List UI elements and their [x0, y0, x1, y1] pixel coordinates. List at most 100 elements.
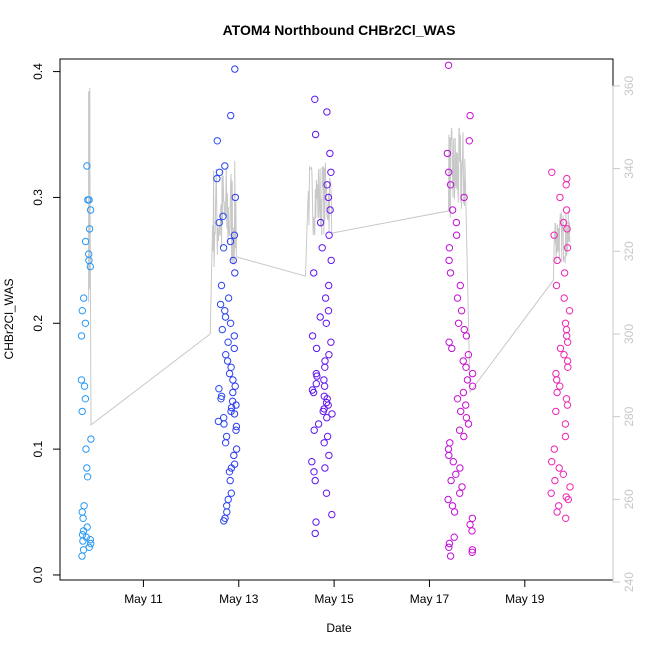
data-point [78, 552, 86, 560]
data-point [468, 514, 477, 522]
data-point [547, 489, 555, 497]
data-point [215, 385, 223, 393]
data-point [328, 410, 336, 418]
data-point [563, 332, 571, 340]
y2-tick-label: 260 [622, 489, 636, 509]
data-point [80, 382, 89, 390]
y2-tick-label: 300 [622, 324, 636, 344]
data-point [311, 476, 319, 485]
data-point [308, 332, 317, 340]
data-point [81, 237, 90, 246]
data-point [217, 281, 226, 290]
data-point [213, 137, 222, 145]
data-point [87, 435, 95, 443]
data-point [450, 508, 459, 516]
data-point [323, 181, 331, 189]
data-point [459, 388, 468, 397]
data-point [219, 244, 228, 252]
data-point [86, 206, 95, 214]
data-point [445, 539, 454, 548]
data-point [80, 502, 88, 510]
data-point [327, 168, 335, 177]
data-point [83, 523, 91, 531]
data-point [456, 489, 464, 497]
data-point [321, 363, 329, 371]
data-point [445, 543, 453, 551]
secondary-line-layer [88, 87, 571, 426]
data-point [462, 363, 470, 371]
data-point [225, 369, 234, 378]
data-point [464, 351, 473, 359]
data-point [83, 473, 92, 481]
data-point [83, 162, 91, 170]
data-point [314, 420, 323, 428]
data-point [562, 181, 570, 189]
y2-tick-label: 240 [622, 572, 636, 592]
data-point [227, 363, 235, 371]
data-point [223, 502, 231, 510]
data-point [81, 395, 90, 403]
data-point [559, 470, 567, 478]
data-point [77, 332, 86, 340]
data-point [230, 231, 239, 239]
data-point [232, 426, 240, 434]
data-point [561, 420, 570, 428]
data-point [447, 476, 455, 485]
data-point [322, 489, 331, 497]
data-point [560, 294, 568, 302]
data-point [448, 344, 456, 353]
data-point [320, 376, 328, 384]
data-point [553, 508, 561, 516]
data-point [231, 65, 239, 73]
data-point [468, 382, 477, 390]
y-tick-label: 0.0 [31, 566, 45, 583]
data-point [79, 537, 87, 545]
data-point [227, 111, 235, 120]
data-point [325, 281, 333, 290]
data-point [321, 357, 329, 365]
data-point [446, 439, 454, 447]
data-point [468, 527, 476, 535]
data-point [555, 502, 563, 510]
data-point [446, 552, 455, 560]
data-point [312, 344, 321, 353]
data-point [556, 193, 564, 202]
data-point [221, 439, 230, 447]
data-point [566, 483, 574, 491]
data-point [325, 451, 333, 460]
data-point [562, 206, 571, 214]
data-point [229, 376, 237, 384]
data-point [455, 426, 464, 434]
data-point [562, 514, 570, 522]
data-point [465, 137, 473, 145]
data-point [458, 483, 466, 491]
data-point [452, 218, 461, 227]
data-point [463, 376, 472, 384]
points-layer [77, 61, 574, 560]
data-point [229, 256, 238, 265]
data-point [78, 531, 87, 539]
x-axis: May 11 May 13 May 15 May 17 May 19 [124, 579, 545, 606]
data-point [552, 369, 560, 378]
data-point [320, 439, 328, 447]
data-point [310, 269, 318, 277]
data-point [561, 432, 570, 441]
data-point [555, 464, 563, 472]
data-point [216, 300, 225, 309]
data-point [318, 244, 326, 252]
data-point [83, 464, 91, 472]
data-point [563, 338, 572, 346]
data-point [231, 269, 239, 277]
data-point [82, 445, 90, 453]
data-point [226, 237, 235, 246]
data-point [229, 388, 237, 397]
data-point [316, 313, 324, 321]
y2-tick-label: 280 [622, 406, 636, 426]
x-tick-label: May 19 [505, 592, 545, 606]
data-point [445, 256, 453, 265]
data-point [452, 470, 460, 478]
data-point [460, 432, 468, 441]
data-point [450, 533, 458, 541]
data-point [459, 357, 467, 365]
data-point [448, 502, 457, 510]
